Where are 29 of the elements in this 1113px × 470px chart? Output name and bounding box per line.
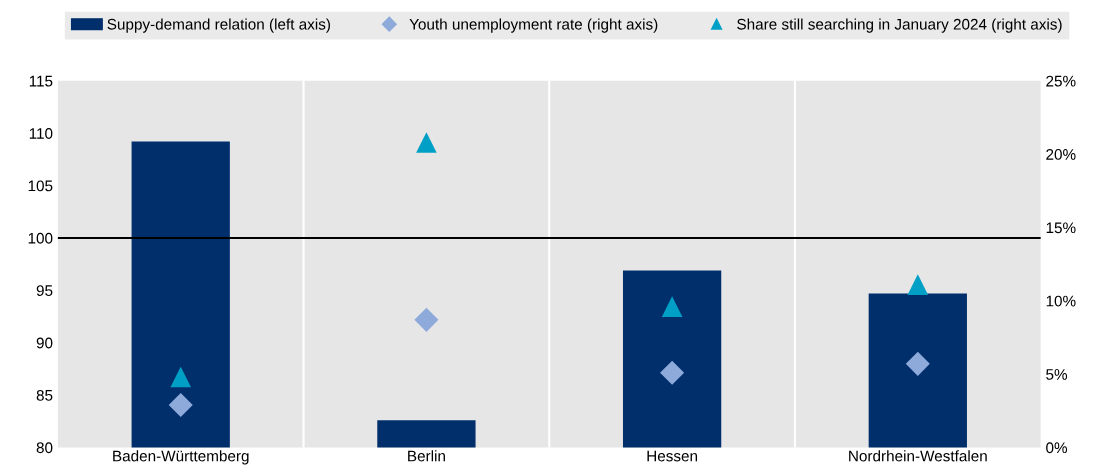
y-tick-label: 105: [28, 180, 53, 192]
y-tick-label: 100: [28, 232, 53, 244]
y2-tick-label: 15%: [1046, 222, 1076, 234]
legend-label: Share still searching in January 2024 (right axis): [737, 18, 1062, 33]
point: [168, 392, 193, 417]
y-tick-label: 110: [29, 128, 53, 139]
point: [170, 366, 192, 388]
legend-label: Suppy-demand relation (left axis): [107, 18, 330, 33]
point: [907, 274, 929, 295]
y-tick-label: 85: [36, 389, 53, 401]
x-tick-label: Baden-Württemberg: [113, 450, 249, 465]
legend-label: Youth unemployment rate (right axis): [409, 18, 658, 33]
y-tick-label: 95: [36, 285, 53, 297]
y2-tick-label: 5%: [1046, 369, 1068, 380]
y2-tick-label: 25%: [1046, 75, 1076, 87]
point: [414, 307, 439, 332]
y-tick-label: 115: [29, 75, 53, 87]
y2-tick-label: 20%: [1046, 149, 1076, 160]
x-tick-label: Hessen: [647, 450, 698, 462]
y-tick-label: 90: [36, 337, 53, 349]
x-tick-label: Berlin: [408, 450, 445, 462]
point: [660, 360, 685, 385]
point: [661, 296, 683, 317]
x-tick-label: Nordrhein-Westfalen: [849, 450, 987, 462]
point: [416, 132, 437, 153]
y2-tick-label: 0%: [1046, 442, 1068, 454]
y-tick-label: 80: [36, 442, 53, 454]
y2-tick-label: 10%: [1046, 295, 1076, 307]
point: [905, 351, 930, 376]
